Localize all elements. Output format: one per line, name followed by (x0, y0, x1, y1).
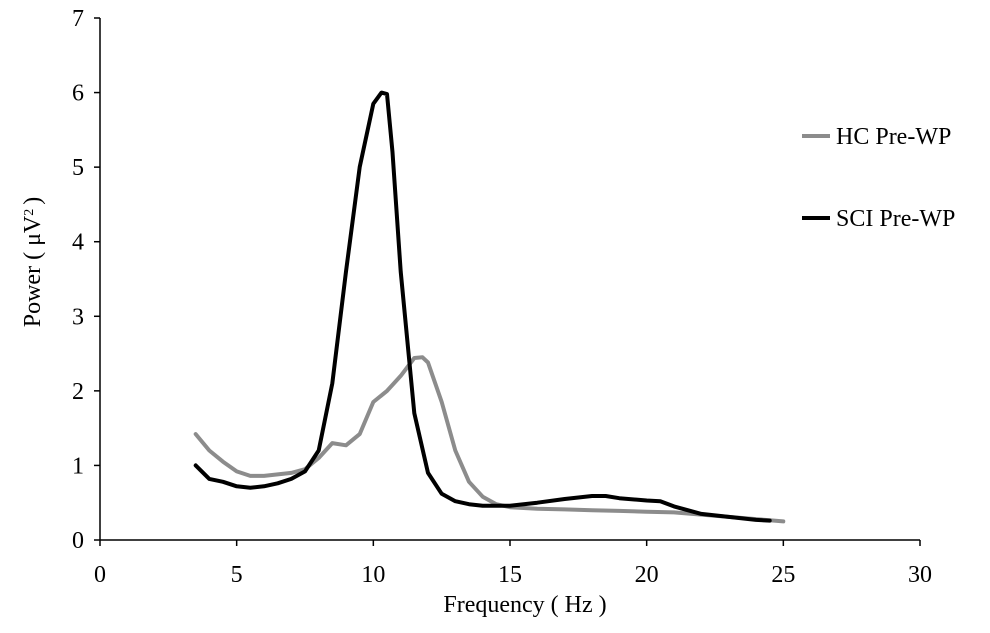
x-tick-label: 0 (94, 562, 106, 588)
series-line-hc-pre-wp (193, 355, 786, 524)
x-axis-label: Frequency ( Hz ) (443, 592, 606, 618)
x-tick-label: 5 (231, 562, 243, 588)
series-lines (193, 90, 786, 524)
legend-label-sci-pre-wp: SCI Pre-WP (836, 206, 955, 232)
series-line-sci-pre-wp (193, 90, 772, 523)
legend-label-hc-pre-wp: HC Pre-WP (836, 124, 951, 150)
x-tick-label: 30 (908, 562, 932, 588)
y-tick-label: 0 (72, 528, 84, 554)
y-tick-label: 3 (72, 304, 84, 330)
y-axis-label-main: Power ( μV (20, 215, 46, 327)
y-axis-label-superscript: 2 (22, 209, 37, 216)
y-tick-label: 4 (72, 230, 84, 256)
x-tick-label: 15 (498, 562, 522, 588)
x-tick-label: 25 (771, 562, 795, 588)
x-tick-label: 10 (361, 562, 385, 588)
y-tick-label: 5 (72, 155, 84, 181)
y-tick-label: 6 (72, 81, 84, 107)
legend: HC Pre-WP SCI Pre-WP (802, 124, 955, 232)
y-tick-label: 7 (72, 6, 84, 32)
y-axis-label: Power ( μV2) (20, 197, 46, 328)
y-tick-label: 2 (72, 379, 84, 405)
y-tick-label: 1 (72, 453, 84, 479)
x-tick-label: 20 (635, 562, 659, 588)
ticks: 0 1 2 3 4 5 6 7 0 5 10 15 20 25 30 (72, 6, 932, 588)
y-axis-label-end: ) (20, 197, 46, 205)
